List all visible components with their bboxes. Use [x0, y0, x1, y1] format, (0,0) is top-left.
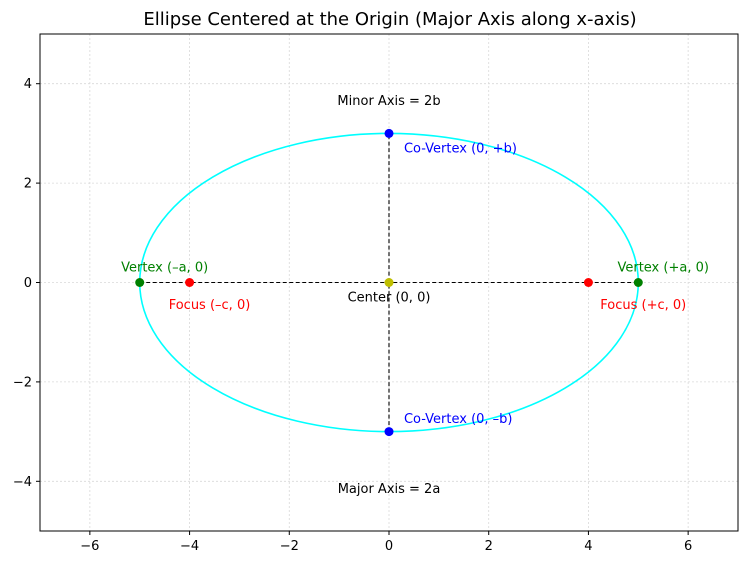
y-tick-label: −2: [13, 375, 32, 390]
point-focus-left: [185, 278, 195, 287]
chart-title: Ellipse Centered at the Origin (Major Ax…: [143, 9, 636, 30]
label-major-axis: Major Axis = 2a: [338, 482, 441, 497]
plot-area: Center (0, 0) Vertex (–a, 0) Vertex (+a, 0…: [121, 94, 709, 497]
x-tick-label: −2: [280, 539, 299, 554]
y-tick-label: 4: [24, 77, 32, 92]
label-vertex-left: Vertex (–a, 0): [121, 261, 208, 276]
label-minor-axis: Minor Axis = 2b: [337, 94, 440, 109]
x-tick-label: 0: [385, 539, 393, 554]
point-co-vertex-bottom: [384, 427, 394, 437]
label-focus-right: Focus (+c, 0): [600, 298, 686, 313]
y-tick-label: 2: [24, 177, 32, 192]
y-tick-label: −4: [13, 475, 32, 490]
label-vertex-right: Vertex (+a, 0): [617, 261, 708, 276]
point-center: [384, 278, 394, 287]
point-co-vertex-top: [384, 128, 394, 138]
x-tick-label: 4: [584, 539, 592, 554]
point-focus-right: [583, 278, 593, 287]
x-tick-label: −6: [80, 539, 99, 554]
point-vertex-right: [633, 278, 643, 287]
axis-ticks: −6 −4 −2 0 2 4 6 −4 −2 0 2 4: [13, 77, 692, 554]
point-vertex-left: [135, 278, 145, 287]
x-tick-label: 2: [485, 539, 493, 554]
label-focus-left: Focus (–c, 0): [169, 298, 251, 313]
x-tick-label: 6: [684, 539, 692, 554]
label-co-vertex-bottom: Co-Vertex (0, –b): [404, 412, 513, 427]
label-co-vertex-top: Co-Vertex (0, +b): [404, 141, 517, 156]
x-tick-label: −4: [180, 539, 199, 554]
y-tick-label: 0: [24, 276, 32, 291]
label-center: Center (0, 0): [348, 290, 431, 305]
